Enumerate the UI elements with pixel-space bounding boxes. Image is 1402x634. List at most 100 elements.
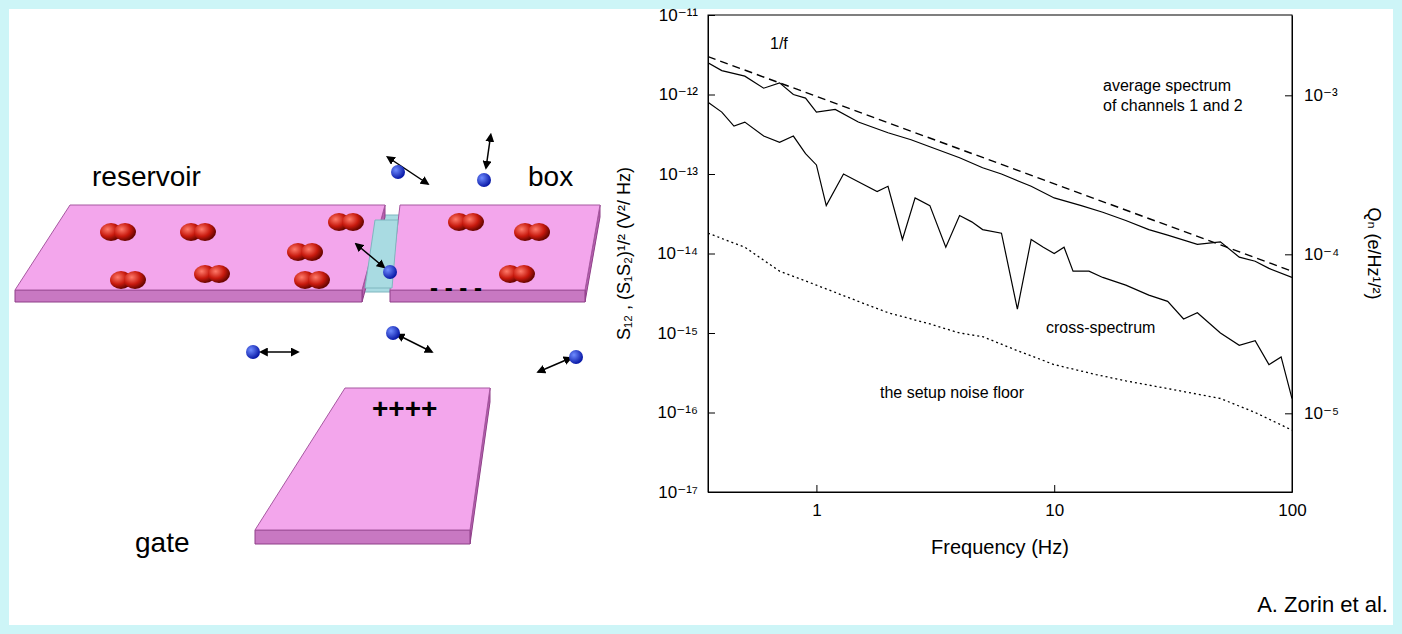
tick: 10 [1045, 485, 1064, 520]
motion-arrow [356, 244, 380, 264]
motion-arrow [266, 351, 298, 353]
molecule [294, 271, 330, 289]
annotation: of channels 1 and 2 [1103, 97, 1243, 114]
y2-axis: 10⁻⁵ 10⁻⁴ 10⁻³ [1285, 16, 1339, 493]
gate-charge: ++++ [372, 393, 437, 424]
series-line [708, 57, 1292, 272]
x-axis: 110100 [709, 485, 1307, 520]
atom [194, 223, 216, 241]
tick-mark [708, 95, 715, 96]
tick-mark [708, 254, 715, 255]
motion-arrow [486, 140, 490, 168]
slab-front [15, 290, 362, 302]
series-line [708, 102, 1292, 398]
tick: 10⁻¹⁶ [657, 403, 715, 422]
molecule [448, 213, 484, 231]
slab-top [390, 205, 600, 290]
gate-slab [255, 388, 490, 544]
x-axis-title: Frequency (Hz) [931, 536, 1069, 558]
annotation: cross-spectrum [1046, 319, 1155, 336]
tick-mark [708, 492, 715, 493]
tick-label: 10⁻¹¹ [659, 6, 699, 25]
annotation: average spectrum [1103, 77, 1231, 94]
tick-label: 10⁻³ [1304, 86, 1338, 105]
charge-dot [391, 165, 405, 179]
tick: 10⁻⁴ [1285, 245, 1339, 264]
tick-mark [708, 413, 715, 414]
tick: 10⁻¹³ [659, 165, 715, 184]
tick-label: 10⁻¹⁴ [657, 244, 698, 263]
annotations: 1/f average spectrum of channels 1 and 2 cr… [770, 35, 1243, 401]
panel [9, 9, 1393, 625]
charge-dot [246, 345, 260, 359]
reservoir-label: reservoir [92, 161, 201, 192]
plot-area [708, 57, 1292, 431]
charge-dot [386, 326, 400, 340]
tick-label: 10⁻⁴ [1304, 245, 1339, 264]
tick: 10⁻¹¹ [659, 6, 715, 25]
series-line [708, 63, 1292, 278]
molecule [328, 213, 364, 231]
atom [462, 213, 484, 231]
tick-mark [816, 485, 817, 492]
tick-label: 10⁻¹⁷ [658, 483, 698, 502]
tick: 10⁻⁵ [1285, 404, 1339, 423]
tick: 10⁻³ [1285, 86, 1338, 105]
molecule [499, 265, 535, 283]
tick: 10⁻¹⁴ [657, 244, 715, 263]
page: reservoirbox- - - -gate++++11010010⁻¹⁷10… [0, 0, 1402, 634]
tick-label: 10⁻¹³ [659, 165, 699, 184]
charge-dot [383, 265, 397, 279]
atom [124, 271, 146, 289]
motion-arrow [402, 337, 432, 352]
tick-mark [708, 174, 715, 175]
plot-frame [708, 15, 1292, 492]
charge-dot [477, 173, 491, 187]
box-slab [390, 205, 600, 302]
atom [528, 223, 550, 241]
atom [114, 223, 136, 241]
tick-mark [1285, 95, 1292, 96]
axis-line [1292, 16, 1293, 493]
credit: A. Zorin et al. [1257, 592, 1388, 617]
molecule [287, 243, 323, 261]
y2-axis-title: Qₙ (e/Hz¹/²) [1364, 207, 1384, 299]
charge-dot [569, 350, 583, 364]
atom [342, 213, 364, 231]
atom [208, 265, 230, 283]
gate-label: gate [135, 527, 190, 558]
molecule [100, 223, 136, 241]
tick-mark [1285, 413, 1292, 414]
slab-top [15, 205, 385, 290]
annotation: 1/f [770, 35, 788, 52]
atom [301, 243, 323, 261]
slab-top [255, 388, 490, 530]
reservoir-slab [15, 205, 385, 302]
tick-mark [1054, 485, 1055, 492]
slab-front [390, 290, 585, 302]
annotation: the setup noise floor [880, 384, 1025, 401]
tick: 10⁻¹⁵ [657, 324, 715, 343]
axis-line [709, 492, 1293, 493]
box-label: box [528, 161, 573, 192]
tick-label: 10⁻⁵ [1304, 404, 1339, 423]
tick: 1 [812, 485, 821, 520]
background [0, 0, 1402, 634]
tick: 10⁻¹⁷ [658, 483, 715, 502]
tick-label: 10⁻¹⁵ [657, 324, 698, 343]
y-axis: 10⁻¹⁷ 10⁻¹⁶ 10⁻¹⁵ 10⁻¹⁴ 10⁻¹³ 10⁻¹² 10⁻¹¹ [657, 6, 715, 502]
series-line [708, 233, 1292, 430]
tick-mark [708, 15, 715, 16]
tick-label: 1 [812, 501, 821, 520]
box-charge: - - - - [430, 274, 482, 301]
atom [513, 265, 535, 283]
junction-top [365, 220, 398, 288]
tick: 10⁻¹² [659, 85, 715, 104]
diagram: reservoir box - - - - gate ++++ [15, 140, 600, 558]
molecule [514, 223, 550, 241]
motion-arrow [392, 160, 428, 184]
tick-mark [708, 333, 715, 334]
molecule [180, 223, 216, 241]
chart: 11010010⁻¹⁷10⁻¹⁶10⁻¹⁵10⁻¹⁴10⁻¹³10⁻¹²10⁻¹… [614, 6, 1384, 558]
tick-label: 10 [1045, 501, 1064, 520]
